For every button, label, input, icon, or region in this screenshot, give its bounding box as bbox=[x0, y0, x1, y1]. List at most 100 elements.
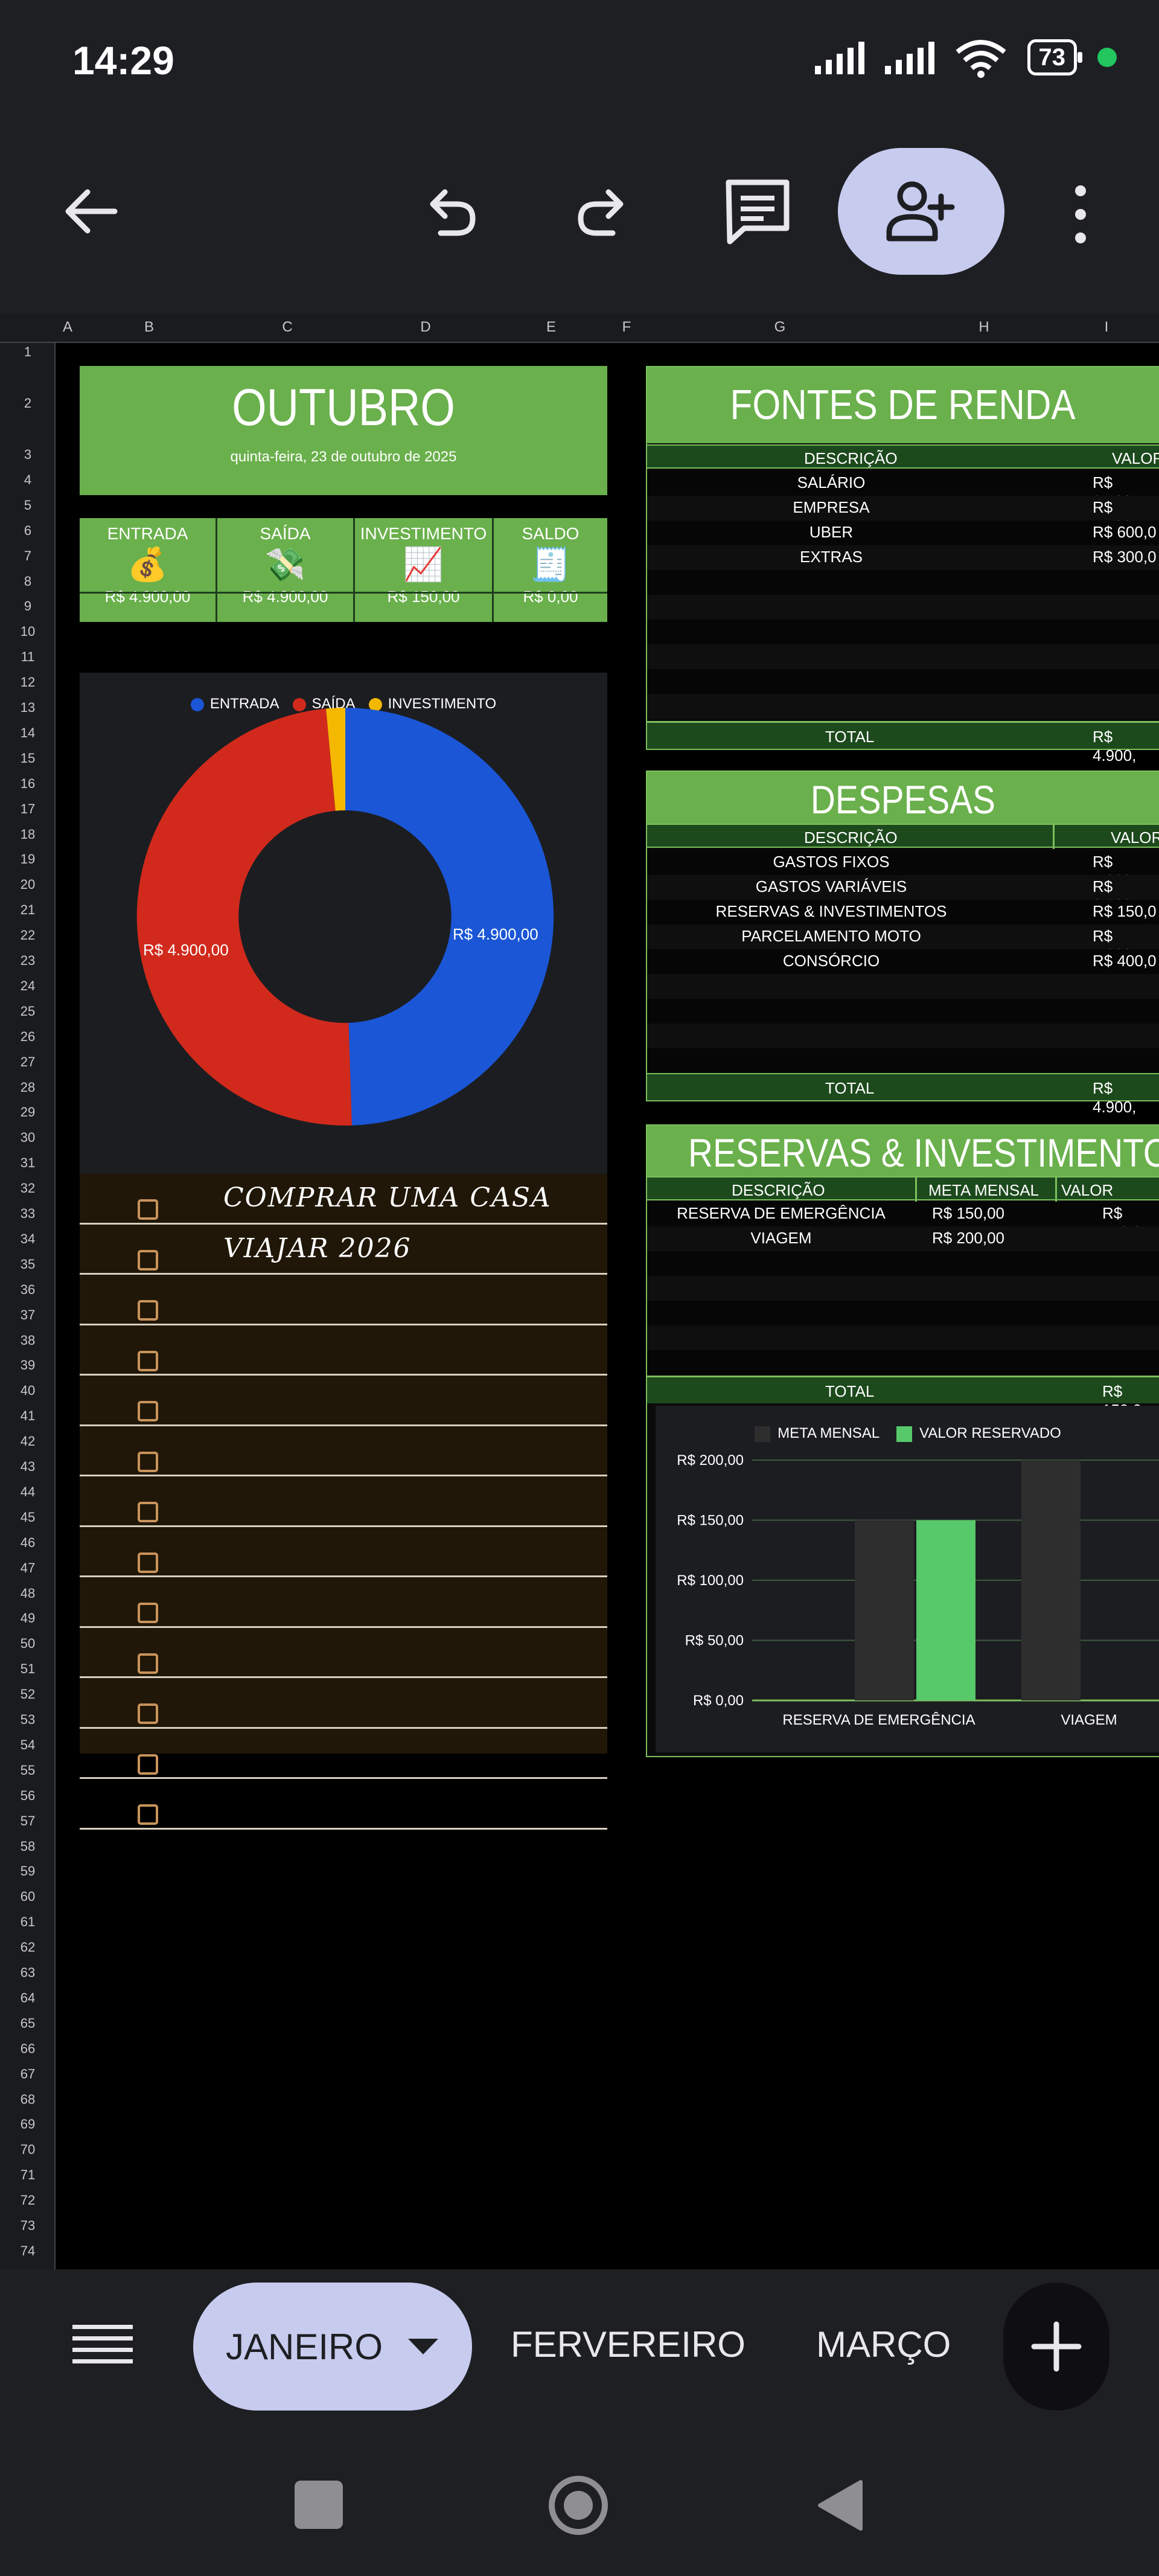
bar-meta-1[interactable] bbox=[1021, 1460, 1081, 1700]
checkbox[interactable] bbox=[138, 1653, 158, 1674]
row-header[interactable]: 52 bbox=[20, 1687, 36, 1702]
table-cell[interactable]: UBER bbox=[809, 523, 854, 541]
row-header[interactable]: 39 bbox=[20, 1357, 36, 1373]
row-header[interactable]: 17 bbox=[20, 801, 36, 816]
table-cell[interactable]: GASTOS FIXOS bbox=[773, 853, 890, 871]
home-icon[interactable] bbox=[546, 2473, 610, 2537]
sheet-tab[interactable]: MARÇO bbox=[816, 2324, 951, 2365]
col-header[interactable]: E bbox=[546, 319, 556, 335]
row-header[interactable]: 28 bbox=[20, 1079, 36, 1095]
checkbox[interactable] bbox=[138, 1603, 158, 1623]
table-cell[interactable]: EXTRAS bbox=[799, 548, 863, 566]
row-header[interactable]: 66 bbox=[20, 2040, 36, 2056]
row-header[interactable]: 19 bbox=[20, 851, 36, 867]
col-header[interactable]: C bbox=[282, 319, 293, 335]
sheet-tab-active[interactable]: JANEIRO bbox=[193, 2283, 472, 2411]
col-header[interactable]: D bbox=[420, 319, 431, 335]
row-header[interactable]: 4 bbox=[24, 472, 32, 487]
row-header[interactable]: 32 bbox=[20, 1181, 36, 1196]
checkbox[interactable] bbox=[138, 1451, 158, 1472]
row-header[interactable]: 58 bbox=[20, 1838, 36, 1854]
row-header[interactable]: 40 bbox=[20, 1383, 36, 1399]
row-header[interactable]: 14 bbox=[20, 725, 36, 740]
row-header[interactable]: 54 bbox=[20, 1737, 36, 1752]
checkbox[interactable] bbox=[138, 1249, 158, 1270]
row-header[interactable]: 31 bbox=[20, 1155, 36, 1171]
row-header[interactable]: 48 bbox=[20, 1585, 36, 1601]
row-header[interactable]: 38 bbox=[20, 1332, 36, 1348]
checkbox[interactable] bbox=[138, 1199, 158, 1220]
checkbox[interactable] bbox=[138, 1703, 158, 1724]
row-header[interactable]: 50 bbox=[20, 1636, 36, 1652]
table-cell[interactable]: RESERVAS & INVESTIMENTOS bbox=[715, 902, 947, 920]
checkbox[interactable] bbox=[138, 1401, 158, 1421]
row-header[interactable]: 11 bbox=[21, 649, 35, 665]
row-header[interactable]: 47 bbox=[20, 1560, 36, 1575]
table-cell[interactable]: CONSÓRCIO bbox=[782, 952, 880, 970]
checkbox[interactable] bbox=[138, 1350, 158, 1371]
row-header[interactable]: 62 bbox=[20, 1940, 36, 1955]
row-header[interactable]: 42 bbox=[20, 1434, 36, 1449]
table-cell[interactable]: VIAGEM bbox=[750, 1229, 812, 1247]
table-cell[interactable]: R$ 150,00 bbox=[932, 1204, 1004, 1222]
bar-meta-0[interactable] bbox=[855, 1520, 914, 1701]
row-header[interactable]: 23 bbox=[20, 953, 36, 968]
row-header[interactable]: 60 bbox=[20, 1889, 36, 1905]
row-header[interactable]: 26 bbox=[20, 1028, 36, 1044]
table-cell[interactable]: EMPRESA bbox=[793, 498, 870, 516]
row-header[interactable]: 24 bbox=[20, 978, 36, 993]
goal-text[interactable]: COMPRAR UMA CASA bbox=[223, 1182, 552, 1213]
row-header[interactable]: 2 bbox=[24, 396, 32, 411]
row-header[interactable]: 61 bbox=[20, 1914, 36, 1930]
more-vert-icon[interactable] bbox=[1068, 184, 1093, 245]
table-cell[interactable]: GASTOS VARIÁVEIS bbox=[755, 877, 907, 896]
row-header[interactable]: 74 bbox=[20, 2243, 36, 2258]
row-header[interactable]: 67 bbox=[20, 2066, 36, 2081]
row-header[interactable]: 56 bbox=[20, 1787, 36, 1803]
undo-icon[interactable] bbox=[420, 181, 480, 242]
row-header[interactable]: 34 bbox=[20, 1231, 36, 1246]
checkbox[interactable] bbox=[138, 1502, 158, 1522]
goal-text[interactable]: VIAJAR 2026 bbox=[223, 1232, 412, 1264]
row-header[interactable]: 71 bbox=[20, 2167, 36, 2183]
redo-icon[interactable] bbox=[573, 181, 634, 242]
col-header[interactable]: A bbox=[62, 319, 72, 335]
table-cell[interactable]: R$ 600,0 bbox=[1093, 523, 1157, 541]
table-cell[interactable]: R$ 200,00 bbox=[932, 1229, 1004, 1247]
table-cell[interactable]: RESERVA DE EMERGÊNCIA bbox=[677, 1204, 886, 1222]
share-button[interactable] bbox=[838, 148, 1004, 275]
row-header[interactable]: 6 bbox=[24, 522, 32, 538]
row-header[interactable]: 33 bbox=[20, 1206, 36, 1221]
table-cell[interactable]: SALÁRIO bbox=[797, 473, 866, 492]
menu-icon[interactable] bbox=[72, 2325, 133, 2367]
row-header[interactable]: 68 bbox=[20, 2091, 36, 2107]
col-header[interactable]: F bbox=[622, 319, 631, 335]
row-header[interactable]: 12 bbox=[20, 674, 36, 690]
checkbox[interactable] bbox=[138, 1552, 158, 1573]
row-header[interactable]: 22 bbox=[20, 928, 36, 943]
row-header[interactable]: 37 bbox=[20, 1307, 36, 1322]
checkbox[interactable] bbox=[138, 1804, 158, 1825]
row-header[interactable]: 45 bbox=[20, 1509, 36, 1525]
row-header[interactable]: 69 bbox=[20, 2116, 36, 2132]
row-header[interactable]: 27 bbox=[20, 1054, 36, 1069]
row-header[interactable]: 5 bbox=[24, 497, 32, 513]
row-header[interactable]: 65 bbox=[20, 2015, 36, 2031]
row-header[interactable]: 72 bbox=[20, 2193, 36, 2208]
row-header[interactable]: 25 bbox=[20, 1003, 36, 1019]
comment-icon[interactable] bbox=[721, 175, 794, 248]
row-header[interactable]: 35 bbox=[20, 1256, 36, 1272]
row-header[interactable]: 43 bbox=[20, 1459, 36, 1474]
row-header[interactable]: 16 bbox=[20, 775, 36, 791]
row-header[interactable]: 15 bbox=[20, 750, 36, 766]
row-header[interactable]: 57 bbox=[20, 1813, 36, 1828]
row-header[interactable]: 44 bbox=[20, 1484, 36, 1499]
row-header[interactable]: 7 bbox=[24, 548, 32, 563]
col-header[interactable]: I bbox=[1104, 319, 1109, 335]
sheet-tab[interactable]: FERVEREIRO bbox=[511, 2324, 746, 2365]
bar-reservado-0[interactable] bbox=[916, 1520, 975, 1701]
table-cell[interactable]: R$ 400,0 bbox=[1093, 952, 1157, 970]
row-header[interactable]: 13 bbox=[20, 700, 36, 715]
col-header[interactable]: H bbox=[979, 319, 989, 335]
row-header[interactable]: 10 bbox=[20, 624, 36, 639]
